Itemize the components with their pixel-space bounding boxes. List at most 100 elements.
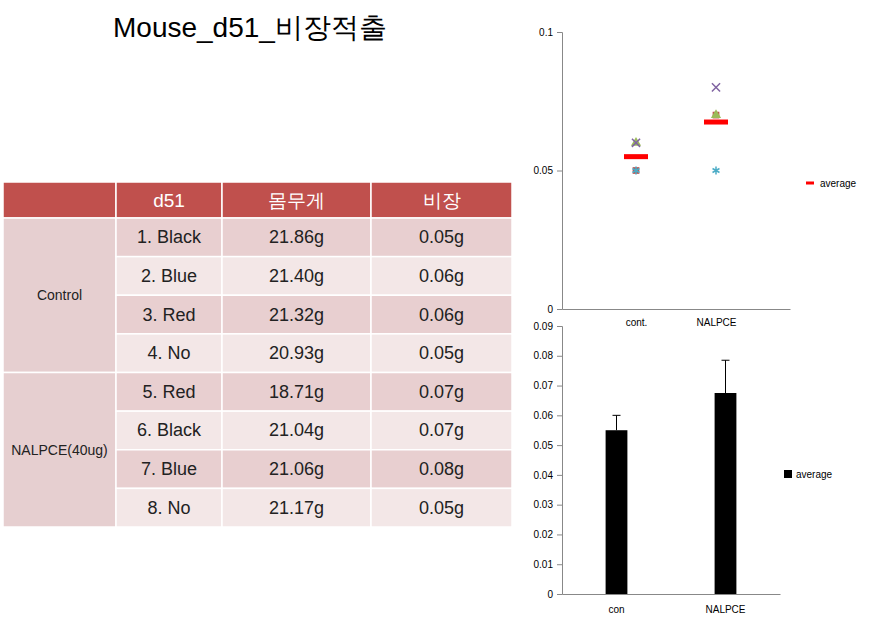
x-tick-label: NALPCE — [705, 604, 745, 615]
cell-text: 0.07g — [419, 420, 464, 440]
cell-text: 7. Blue — [141, 459, 197, 479]
header-text: 몸무게 — [268, 190, 325, 211]
x-tick-label: cont. — [626, 317, 648, 328]
table-cell — [371, 334, 512, 373]
table-cell — [222, 218, 371, 257]
table-cell — [222, 257, 371, 296]
cell-text: 21.40g — [269, 266, 324, 286]
cell-text: 18.71g — [269, 382, 324, 402]
y-tick: 0.08 — [534, 350, 562, 361]
y-tick-label: 0.08 — [534, 350, 554, 361]
legend: average — [784, 469, 833, 480]
y-tick-label: 0.03 — [534, 499, 554, 510]
x-tick: cont. — [626, 317, 648, 328]
title: Mouse_d51_비장적출 — [113, 12, 387, 43]
y-axis-line — [557, 327, 563, 595]
table-cell — [116, 450, 222, 489]
marks — [606, 360, 737, 594]
cell-text: 21.86g — [269, 227, 324, 247]
x-axis-line — [563, 594, 781, 595]
error-bar — [722, 360, 730, 393]
y-tick-label: 0 — [547, 304, 553, 315]
cell-text: 21.06g — [269, 459, 324, 479]
y-tick-mark — [557, 32, 562, 33]
header-cell — [116, 182, 222, 218]
y-tick: 0.04 — [534, 470, 562, 481]
y-tick-mark — [557, 415, 562, 416]
canvas: Mouse_d51_비장적출 d51 몸무게 비장 Control 1. Black 21.… — [0, 0, 869, 633]
y-tick: 0.06 — [534, 410, 562, 421]
cell-text: 1. Black — [137, 227, 202, 247]
table-cell — [371, 411, 512, 450]
error-bar — [613, 415, 621, 430]
x-tick-label: con — [608, 604, 624, 615]
bar — [606, 430, 628, 594]
x-axis: cont. NALPCE — [563, 310, 791, 329]
legend-swatch — [784, 470, 792, 478]
y-tick-mark — [557, 386, 562, 387]
table-cell — [116, 411, 222, 450]
cell-text: 5. Red — [142, 382, 195, 402]
chart: 0 0.05 0.1 cont. NALPCE average — [534, 27, 857, 328]
table-cell — [222, 411, 371, 450]
table-cell — [222, 295, 371, 334]
point — [704, 120, 728, 125]
group-cell — [3, 373, 116, 528]
header-text: d51 — [153, 190, 185, 211]
cell-text: 0.05g — [419, 343, 464, 363]
y-tick: 0.05 — [534, 165, 562, 176]
y-tick-mark — [557, 564, 562, 565]
table-cell — [116, 218, 222, 257]
bar — [715, 393, 737, 594]
table-cell — [222, 450, 371, 489]
y-tick-label: 0.05 — [534, 440, 554, 451]
table-cell — [371, 218, 512, 257]
y-tick: 0.07 — [534, 380, 562, 391]
cell-text: 8. No — [147, 498, 190, 518]
legend: average — [806, 178, 857, 189]
header-cell — [3, 182, 116, 218]
y-tick-mark — [557, 309, 562, 310]
point — [712, 83, 720, 91]
y-tick: 0.02 — [534, 529, 562, 540]
y-tick: 0.09 — [534, 321, 562, 332]
table-cell — [222, 334, 371, 373]
cell-text: 0.07g — [419, 382, 464, 402]
cell-text: 0.06g — [419, 305, 464, 325]
y-tick-label: 0.06 — [534, 410, 554, 421]
error-cap — [722, 360, 730, 361]
y-tick-mark — [557, 171, 562, 172]
cell-text: 21.04g — [269, 420, 324, 440]
y-tick-label: 0.09 — [534, 321, 554, 332]
header-cell — [222, 182, 371, 218]
header-text: 비장 — [423, 190, 461, 211]
table-cell — [116, 488, 222, 527]
y-tick-label: 0.07 — [534, 380, 554, 391]
table-cell — [371, 488, 512, 527]
y-tick-mark — [557, 356, 562, 357]
cell-text: 0.06g — [419, 266, 464, 286]
point — [633, 166, 640, 174]
cell-text: 20.93g — [269, 343, 324, 363]
y-tick-label: 0.01 — [534, 559, 554, 570]
header-cell — [371, 182, 512, 218]
table-cell — [371, 450, 512, 489]
table-cell — [116, 373, 222, 412]
group-label: NALPCE(40ug) — [11, 442, 108, 458]
y-tick-mark — [557, 534, 562, 535]
group-label: Control — [37, 287, 82, 303]
y-tick: 0.03 — [534, 499, 562, 510]
legend-label: average — [796, 469, 833, 480]
point — [633, 167, 640, 174]
table-cell — [371, 373, 512, 412]
error-stem — [616, 415, 617, 430]
x-tick: NALPCE — [696, 317, 736, 328]
y-axis: 0 0.05 0.1 — [534, 27, 563, 315]
table-cell — [116, 334, 222, 373]
cell-text: 6. Black — [137, 420, 202, 440]
cell-text: 0.05g — [419, 227, 464, 247]
error-cap — [613, 415, 621, 416]
cell-text: 21.17g — [269, 498, 324, 518]
y-tick-label: 0.1 — [539, 27, 553, 38]
point — [624, 154, 648, 159]
